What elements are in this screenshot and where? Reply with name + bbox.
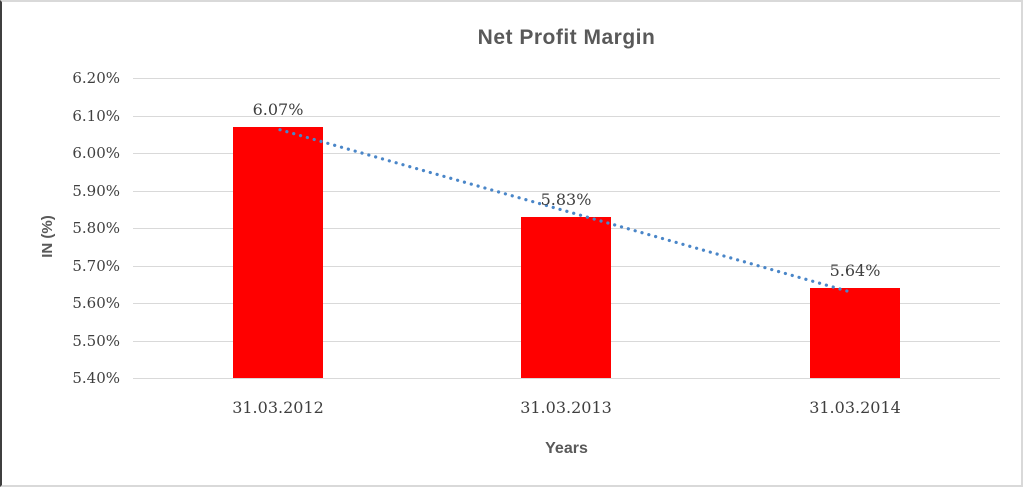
y-axis-tick-label: 6.20% <box>72 69 120 87</box>
gridline <box>133 115 1000 117</box>
x-axis-title: Years <box>545 440 588 457</box>
y-axis-tick-label: 5.60% <box>72 294 120 312</box>
x-axis-tick-label: 31.03.2012 <box>232 398 324 417</box>
y-axis-tick-label: 6.10% <box>72 106 120 125</box>
y-axis-tick-label: 5.50% <box>72 331 120 350</box>
bar-31.03.2013 <box>521 216 611 378</box>
bar-31.03.2012 <box>233 126 323 378</box>
bar-31.03.2014 <box>810 288 900 378</box>
y-axis-tick-label: 6.00% <box>72 144 120 162</box>
gridline <box>133 78 1000 79</box>
data-label: 6.07% <box>252 99 304 119</box>
plot-area <box>133 78 1000 379</box>
data-label: 5.64% <box>829 261 881 280</box>
gridline <box>133 378 1000 379</box>
y-axis-tick-label: 5.90% <box>72 181 120 200</box>
chart-title: Net Profit Margin <box>477 26 656 49</box>
data-label: 5.83% <box>540 189 592 209</box>
y-axis-tick-label: 5.70% <box>72 256 120 275</box>
y-axis-tick-label: 5.40% <box>72 369 120 387</box>
x-axis-tick-label: 31.03.2014 <box>809 398 901 417</box>
x-axis-tick-label: 31.03.2013 <box>520 398 612 417</box>
y-axis-tick-label: 5.80% <box>72 219 120 237</box>
